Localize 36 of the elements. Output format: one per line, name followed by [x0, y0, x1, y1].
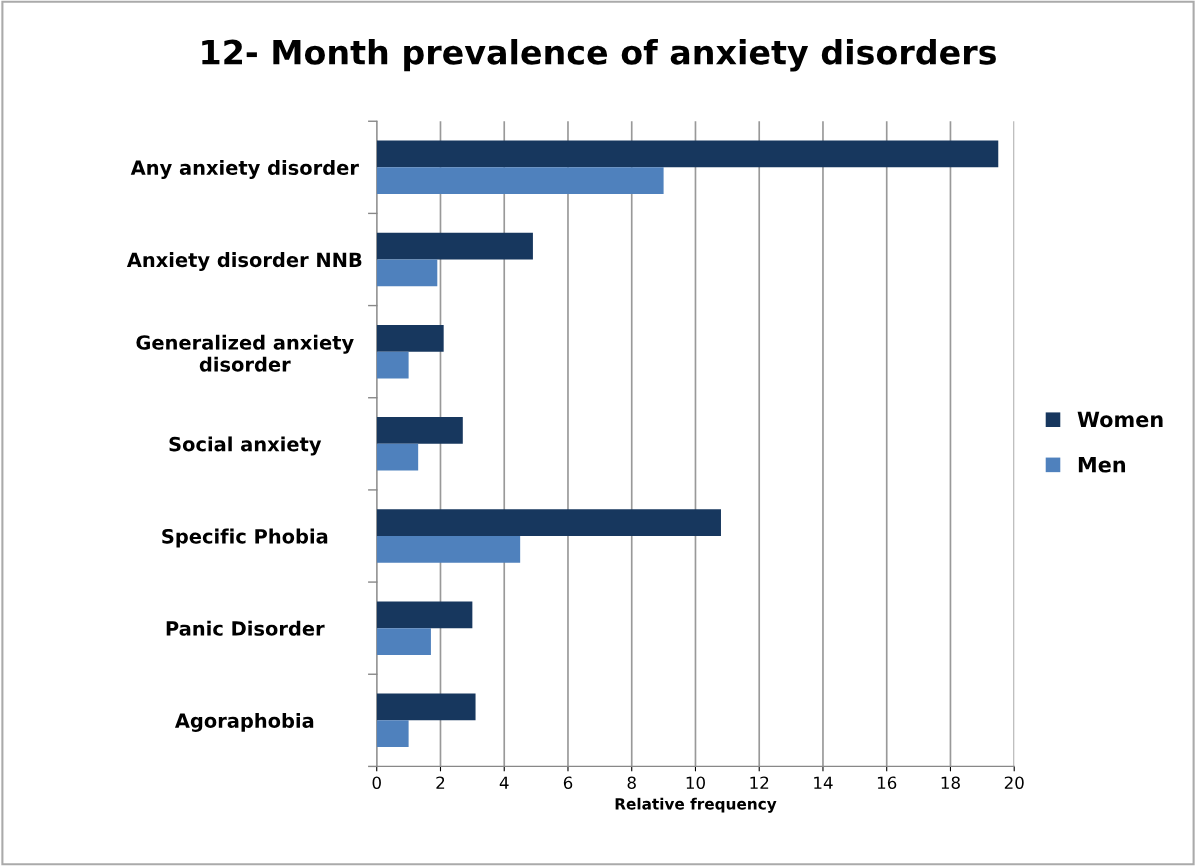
x-tick-label: 6	[563, 776, 573, 790]
x-tick-label: 4	[499, 776, 509, 789]
bar	[376, 259, 438, 287]
x-tick-label: 2	[436, 776, 445, 789]
bar	[376, 628, 431, 655]
x-tick-label: 12	[750, 776, 769, 789]
bar	[376, 693, 476, 721]
y-tick-label: Generalized anxiety disorder	[136, 334, 354, 372]
bar	[376, 351, 409, 379]
x-tick-label: 16	[877, 776, 897, 790]
x-tick-label: 18	[941, 776, 960, 790]
bar	[376, 417, 463, 444]
bar	[376, 232, 533, 260]
x-tick-label: 20	[1004, 776, 1024, 790]
bar	[376, 167, 664, 195]
y-tick-label: Agoraphobia	[174, 712, 314, 732]
x-axis-title: Relative frequency	[615, 797, 777, 813]
y-tick-label: Specific Phobia	[162, 528, 328, 548]
bar	[376, 140, 999, 168]
y-tick-label: Any anxiety disorder	[130, 159, 359, 179]
legend-label: Women	[1077, 411, 1163, 428]
y-tick-label: Social anxiety	[169, 436, 322, 456]
bar	[376, 324, 444, 352]
bar	[376, 509, 721, 536]
y-tick-label: Panic Disorder	[166, 620, 325, 636]
x-tick-label: 0	[372, 776, 381, 790]
bar	[376, 601, 473, 629]
x-tick-label: 10	[686, 776, 705, 790]
bar	[376, 535, 521, 563]
bar	[376, 720, 409, 748]
y-tick-label: Anxiety disorder NNB	[126, 252, 362, 272]
x-tick-label: 8	[627, 776, 636, 790]
x-tick-label: 14	[814, 776, 833, 789]
legend-label: Men	[1078, 456, 1126, 473]
chart-title: 12- Month prevalence of anxiety disorders	[202, 38, 996, 72]
bar	[376, 443, 419, 471]
